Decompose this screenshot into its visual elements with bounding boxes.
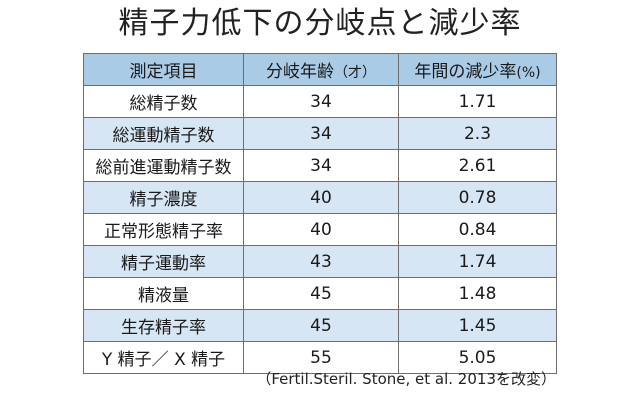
cell-item: Y 精子／ X 精子 (83, 341, 244, 374)
header-age-unit: （才） (334, 65, 376, 81)
header-rate-label: 年間の減少率 (414, 62, 517, 82)
cell-age: 43 (243, 245, 399, 278)
cell-item: 精子濃度 (83, 181, 244, 214)
cell-rate: 0.78 (398, 181, 557, 214)
cell-rate: 0.84 (398, 213, 557, 246)
table-row: Y 精子／ X 精子 55 5.05 (83, 341, 557, 374)
table-row: 精子濃度 40 0.78 (83, 181, 557, 214)
cell-rate: 2.3 (398, 117, 557, 150)
cell-age: 45 (243, 277, 399, 310)
data-table: 測定項目 分岐年齢（才） 年間の減少率(%) 総精子数 34 1.71 総運動精… (83, 53, 557, 374)
cell-item: 精子運動率 (83, 245, 244, 278)
header-age: 分岐年齢（才） (243, 53, 399, 86)
cell-rate: 1.48 (398, 277, 557, 310)
table-row: 生存精子率 45 1.45 (83, 309, 557, 342)
source-citation: （Fertil.Steril. Stone, et al. 2013を改変） (256, 370, 556, 388)
table-row: 総前進運動精子数 34 2.61 (83, 149, 557, 182)
cell-age: 40 (243, 181, 399, 214)
table-row: 総運動精子数 34 2.3 (83, 117, 557, 150)
header-age-label: 分岐年齢 (266, 62, 334, 82)
cell-rate: 2.61 (398, 149, 557, 182)
cell-item: 総精子数 (83, 85, 244, 118)
cell-rate: 1.45 (398, 309, 557, 342)
cell-item: 生存精子率 (83, 309, 244, 342)
cell-rate: 1.74 (398, 245, 557, 278)
table-row: 総精子数 34 1.71 (83, 85, 557, 118)
cell-age: 45 (243, 309, 399, 342)
header-rate-unit: (%) (516, 65, 541, 81)
cell-age: 34 (243, 85, 399, 118)
header-rate: 年間の減少率(%) (398, 53, 557, 86)
cell-item: 総運動精子数 (83, 117, 244, 150)
cell-item: 正常形態精子率 (83, 213, 244, 246)
table-row: 正常形態精子率 40 0.84 (83, 213, 557, 246)
cell-age: 34 (243, 117, 399, 150)
header-measure: 測定項目 (83, 53, 244, 86)
table-row: 精子運動率 43 1.74 (83, 245, 557, 278)
cell-age: 34 (243, 149, 399, 182)
page-title: 精子力低下の分岐点と減少率 (118, 6, 522, 41)
cell-item: 総前進運動精子数 (83, 149, 244, 182)
table-header-row: 測定項目 分岐年齢（才） 年間の減少率(%) (83, 53, 557, 86)
table-row: 精液量 45 1.48 (83, 277, 557, 310)
cell-rate: 5.05 (398, 341, 557, 374)
cell-age: 40 (243, 213, 399, 246)
cell-rate: 1.71 (398, 85, 557, 118)
cell-item: 精液量 (83, 277, 244, 310)
